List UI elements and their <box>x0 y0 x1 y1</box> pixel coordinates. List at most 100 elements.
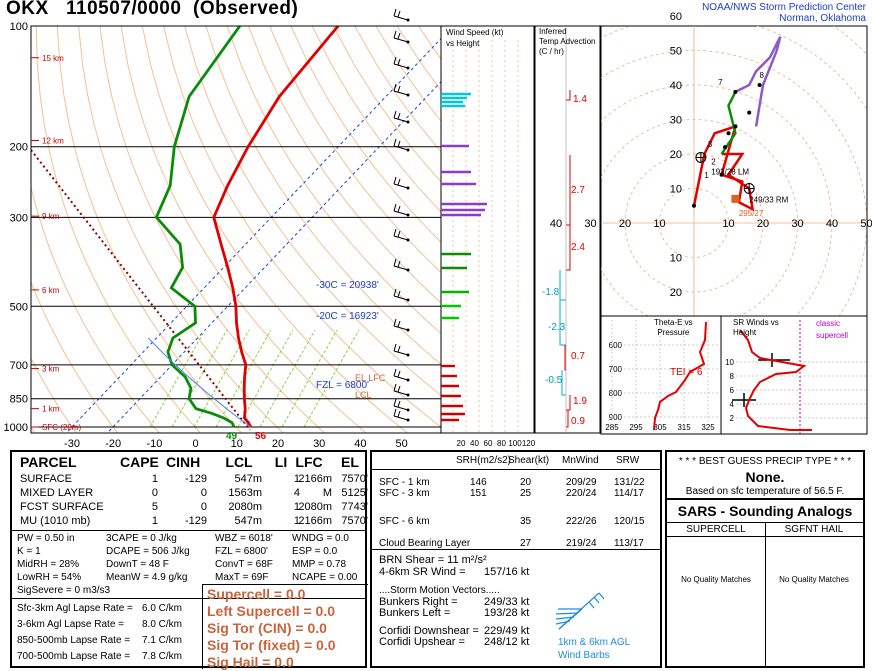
wind-barb-flag <box>398 179 400 185</box>
wind-barb-base <box>407 239 410 242</box>
theta-p-label: 700 <box>609 365 623 374</box>
sfc-temp: 56 <box>255 431 266 442</box>
hodo-km-label: 2 <box>711 157 716 166</box>
temp-tick-label: -20 <box>105 438 121 450</box>
theta-x-label: 315 <box>677 423 691 432</box>
height-label: 12 km <box>42 137 64 146</box>
temp-tick-label: 30 <box>313 438 325 450</box>
temp-tick-label: 40 <box>354 438 366 450</box>
index-value: 3CAPE = 0 J/kg <box>106 533 177 544</box>
wind-barb-staff <box>394 211 408 215</box>
wind-barb-base <box>407 94 410 97</box>
lapse-rate-label: Sfc-3km Agl Lapse Rate = <box>17 603 133 614</box>
theta-title: Theta-E vs Pressure <box>654 318 693 338</box>
ws-tick-label: 20 <box>457 439 466 448</box>
kinematic-cell: 20 <box>520 477 531 488</box>
hodo-y-label: 10 <box>670 184 682 196</box>
temperature-trace <box>214 26 338 427</box>
hodo-y-label: 40 <box>670 80 682 92</box>
hodo-x-label: 30 <box>584 218 596 230</box>
severe-param: Left Supercell = 0.0 <box>207 603 336 620</box>
isotherm-label-30: -30C = 20938' <box>316 280 379 291</box>
el-label: EL <box>355 373 366 383</box>
hodo-x-label: 50 <box>860 218 872 230</box>
pressure-label: 300 <box>10 212 28 224</box>
parcel-cell: 7570' <box>318 515 368 527</box>
parcel-cell: -129 <box>157 473 207 485</box>
mixing-ratio <box>304 330 359 427</box>
hodo-km-label: 8 <box>760 71 765 80</box>
temp-adv-title-line1: Inferred <box>539 27 595 37</box>
theta-x-label: 295 <box>629 423 643 432</box>
wind-barb-flag <box>394 177 396 184</box>
parcel-cell: MU (1010 mb) <box>20 515 90 527</box>
classic-supercell-label: classic supercell <box>816 318 848 342</box>
barb-caption-line1: 1km & 6km AGL <box>558 636 630 649</box>
wind-barb-staff <box>394 351 408 355</box>
lfc-label: LFC <box>368 373 385 383</box>
wind-barb-base <box>407 187 410 190</box>
sr-wind-label: 4-6km SR Wind = <box>379 566 466 578</box>
virtual-temp-trace <box>214 26 338 427</box>
hodo-y-label: 50 <box>670 46 682 58</box>
ws-tick-label: 120 <box>522 439 536 448</box>
index-value: MMP = 0.78 <box>292 559 346 570</box>
precip-note: Based on sfc temperature of 56.5 F. <box>667 486 863 497</box>
sars-hail-header: SGFNT HAIL <box>765 524 863 535</box>
index-value: MaxT = 69F <box>215 572 268 583</box>
temp-tick-label: -10 <box>146 438 162 450</box>
wind-barb-flag <box>398 141 400 147</box>
wind-barb-flag <box>394 409 396 416</box>
barb-flag <box>594 597 599 603</box>
wind-barb-base <box>407 409 410 412</box>
severe-param: Supercell = 0.0 <box>207 586 336 603</box>
severe-param: Sig Tor (CIN) = 0.0 <box>207 620 336 637</box>
kinematic-cell: 113/17 <box>614 538 644 549</box>
wind-barb-staff <box>394 118 408 122</box>
wind-barb-base <box>407 214 410 217</box>
wind-barb-staff <box>394 376 408 380</box>
srwind-title-line2: Height <box>733 328 779 338</box>
hodo-x-label: 20 <box>757 218 769 230</box>
hodo-x-label: 10 <box>722 218 734 230</box>
wind-barb-base <box>407 354 410 357</box>
lapse-rate-label: 3-6km Agl Lapse Rate = <box>17 619 124 630</box>
hodo-point <box>723 145 727 149</box>
kinematic-cell: SFC - 6 km <box>379 516 430 527</box>
isotherm-label-20: -20C = 16923' <box>316 311 379 322</box>
temp-adv-value: 0.7 <box>571 351 585 362</box>
hodo-point <box>692 204 696 208</box>
theta-x-label: 325 <box>701 423 715 432</box>
pressure-label: 200 <box>10 142 28 154</box>
parcel-header-cell: EL <box>333 454 367 470</box>
parcel-cell: 5125' <box>318 487 368 499</box>
wind-barb-flag <box>398 401 400 407</box>
parcel-cell: 7743' <box>318 501 368 513</box>
wind-barb-flag <box>398 113 400 119</box>
wind-barb-base <box>407 149 410 152</box>
barb-1km-staff <box>559 609 582 629</box>
hodo-km-label: 7 <box>718 78 723 87</box>
hodo-x-label: 20 <box>619 218 631 230</box>
wind-barb-flag <box>394 344 396 351</box>
height-label: 15 km <box>42 54 64 63</box>
dry-adiabat <box>36 26 203 436</box>
kinematic-cell: 209/29 <box>566 477 597 488</box>
kinematic-header-cell: Shear(kt) <box>508 455 549 466</box>
hodo-point <box>747 111 751 115</box>
lapse-rate-label: 850-500mb Lapse Rate = <box>17 635 130 646</box>
wind-barb-staff <box>394 16 408 20</box>
hodo-y-label: 20 <box>670 149 682 161</box>
sr-wind-value: 157/16 kt <box>484 566 529 578</box>
dry-adiabat <box>0 26 78 436</box>
kinematic-cell: 120/15 <box>614 516 645 527</box>
srw-h-label: 4 <box>730 400 735 409</box>
wind-barb-base <box>407 419 410 422</box>
wind-barb-flag <box>398 371 400 377</box>
mean-wind-label: 295/27 <box>739 209 764 218</box>
kinematic-cell: 35 <box>520 516 531 527</box>
precip-type-panel: * * * BEST GUESS PRECIP TYPE * * * None.… <box>665 450 865 500</box>
mixing-ratio <box>282 330 337 427</box>
kinematic-cell: 131/22 <box>614 477 645 488</box>
mean-wind-marker <box>731 195 739 203</box>
